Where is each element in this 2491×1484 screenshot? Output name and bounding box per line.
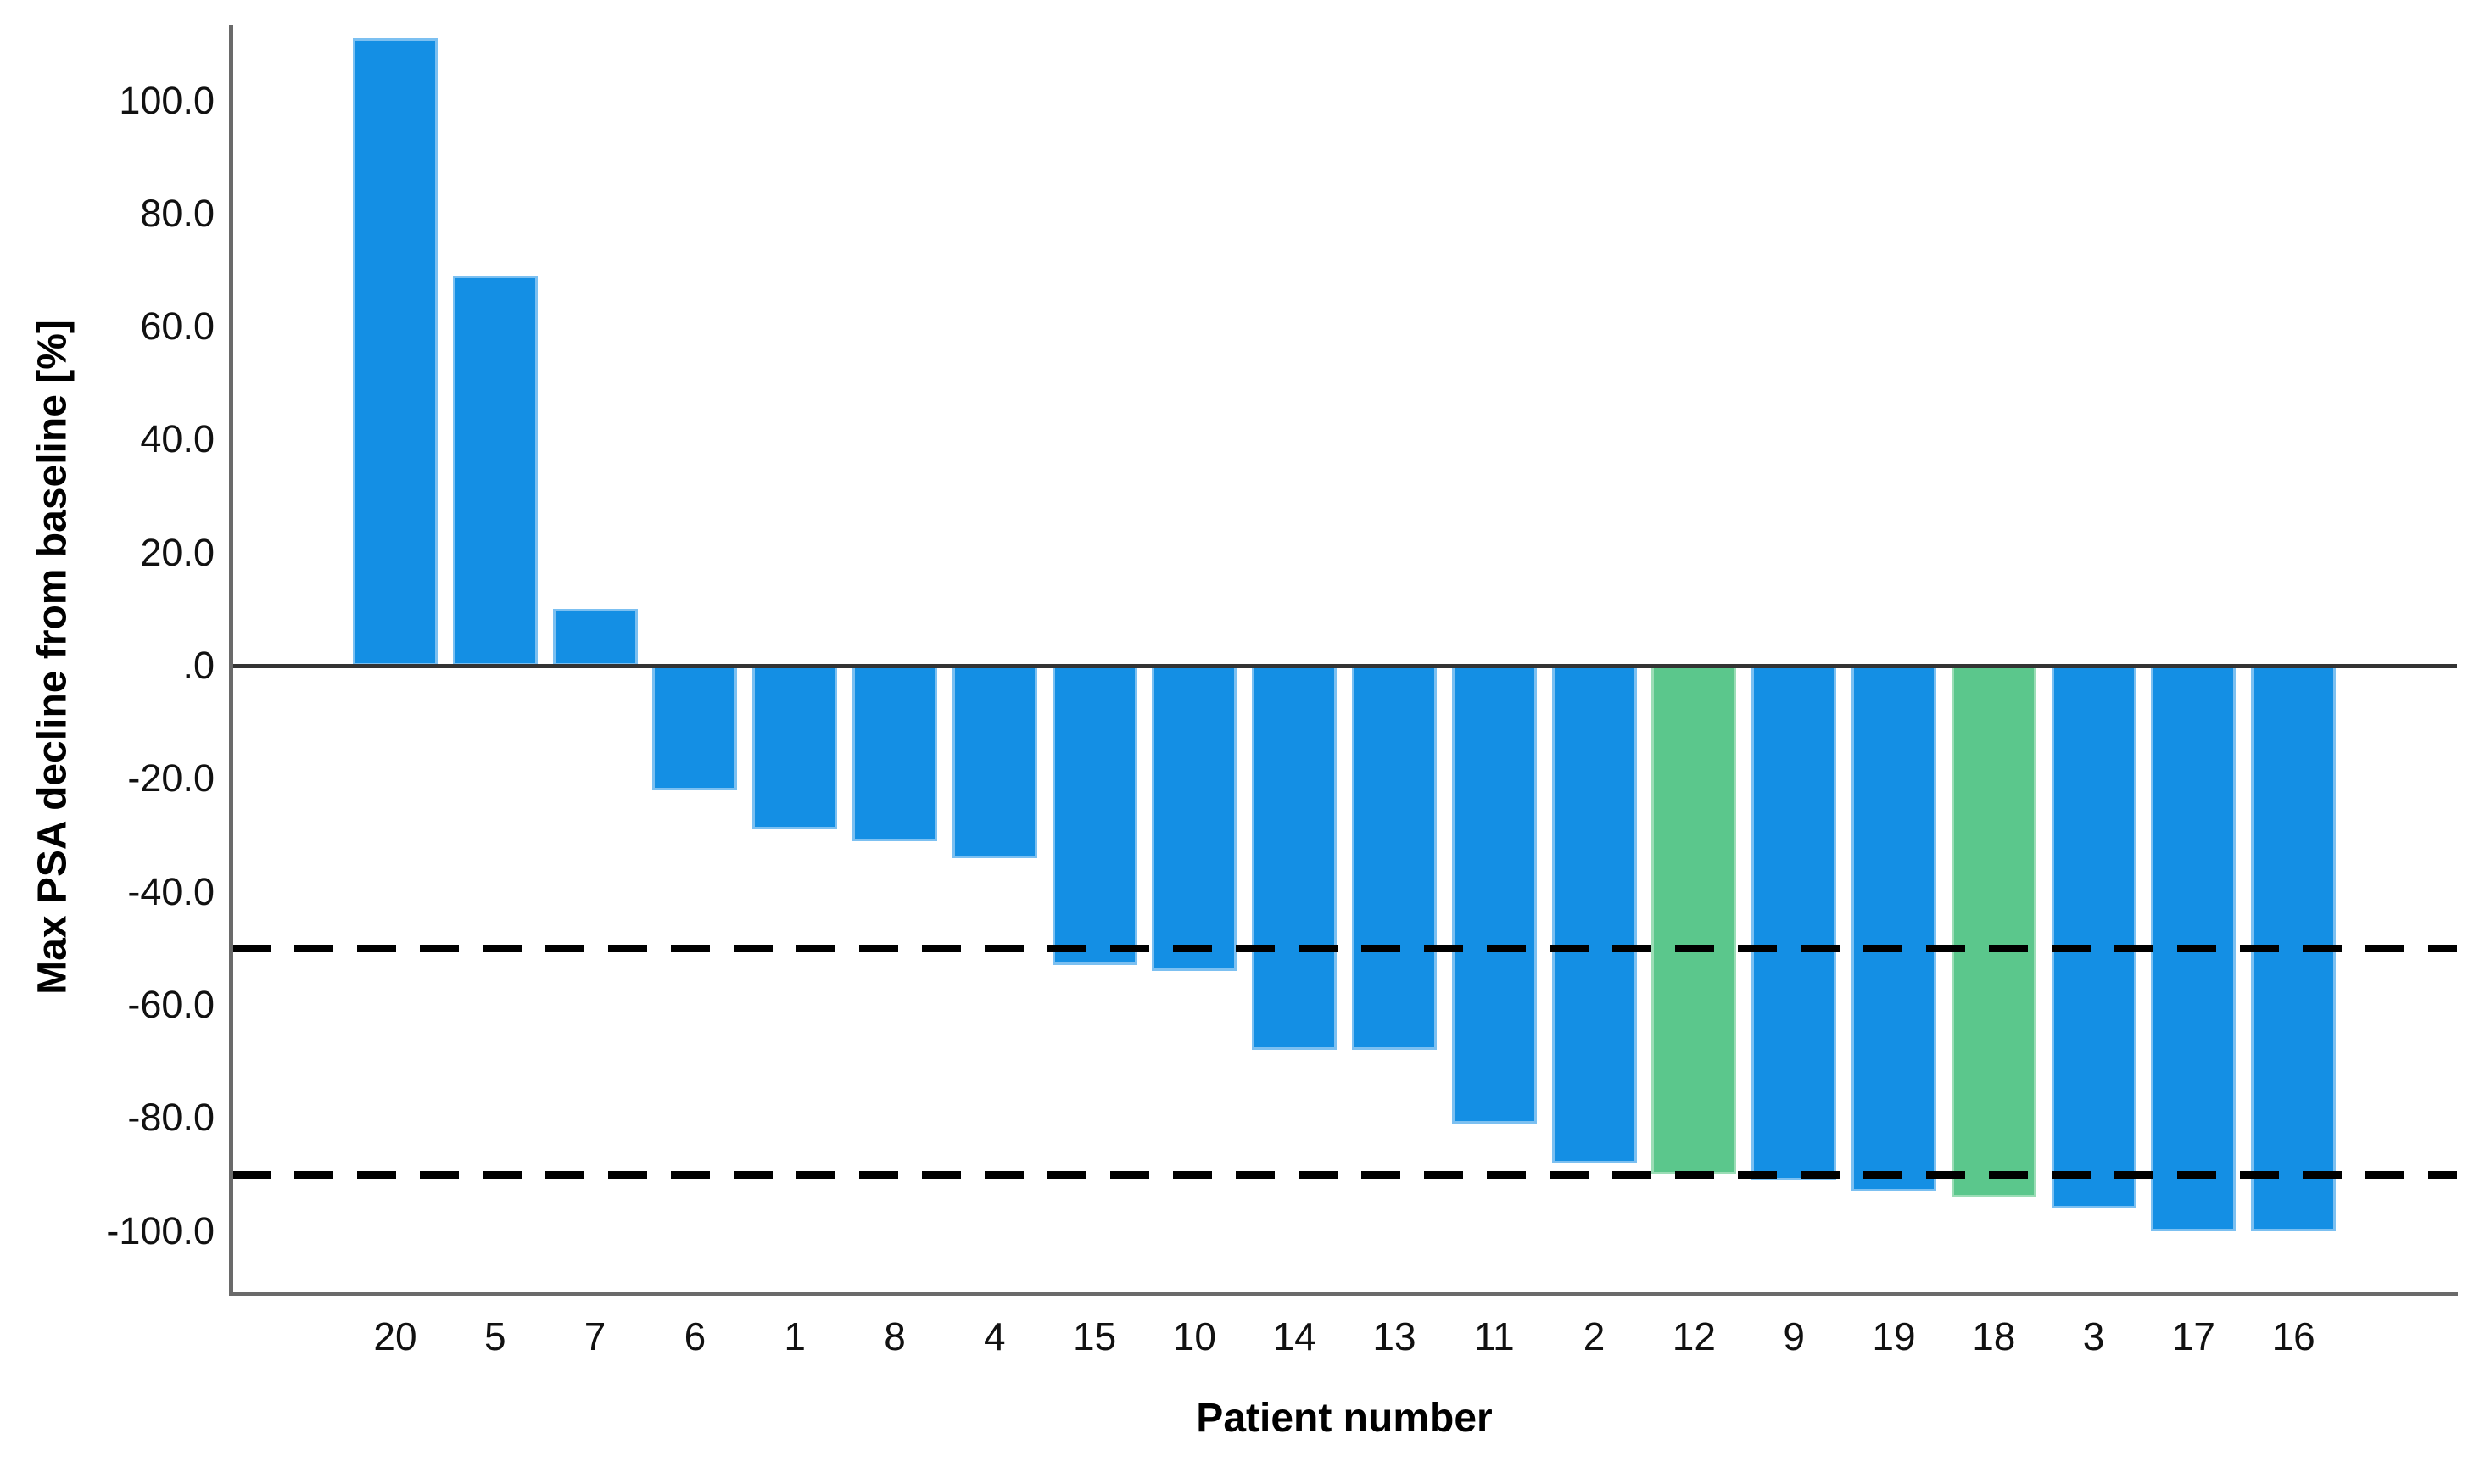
bar-patient-8	[852, 666, 937, 841]
y-tick-label: 20.0	[140, 530, 215, 574]
plot-area	[232, 25, 2457, 1293]
y-tick-label: 60.0	[140, 304, 215, 349]
y-axis-line	[229, 25, 233, 1296]
x-tick-label-patient-9: 9	[1783, 1314, 1805, 1358]
bar-patient-6	[652, 666, 738, 790]
bar-patient-1	[752, 666, 838, 830]
bar-patient-12	[1651, 666, 1737, 1174]
y-tick-label: -60.0	[127, 982, 215, 1026]
y-tick-label: -100.0	[106, 1208, 215, 1252]
y-tick-label: -80.0	[127, 1096, 215, 1140]
bar-patient-3	[2051, 666, 2136, 1208]
x-tick-label-patient-7: 7	[584, 1314, 606, 1358]
x-tick-label-patient-4: 4	[984, 1314, 1006, 1358]
x-tick-label-patient-19: 19	[1872, 1314, 1916, 1358]
bar-patient-10	[1152, 666, 1237, 971]
bar-patient-15	[1052, 666, 1137, 966]
x-tick-label-patient-11: 11	[1473, 1314, 1515, 1358]
y-tick-label: .0	[182, 644, 215, 687]
y-tick-label: -40.0	[127, 869, 215, 913]
x-tick-label-patient-18: 18	[1972, 1314, 2016, 1358]
x-tick-label-patient-16: 16	[2271, 1314, 2315, 1358]
x-tick-label-patient-20: 20	[373, 1314, 417, 1358]
x-tick-label-patient-3: 3	[2082, 1314, 2105, 1358]
x-tick-label-patient-15: 15	[1073, 1314, 1117, 1358]
y-tick-label: -20.0	[127, 756, 215, 801]
bar-patient-20	[353, 38, 438, 666]
x-axis-line	[229, 1292, 2458, 1296]
bar-patient-18	[1951, 666, 2036, 1197]
bar-patient-5	[452, 276, 538, 666]
x-tick-label-patient-2: 2	[1583, 1314, 1606, 1358]
bar-patient-2	[1551, 666, 1637, 1163]
x-axis-title: Patient number	[1196, 1396, 1493, 1441]
x-tick-label-patient-13: 13	[1372, 1314, 1416, 1358]
x-tick-label-patient-1: 1	[784, 1314, 806, 1358]
bar-patient-19	[1851, 666, 1936, 1191]
x-tick-label-patient-12: 12	[1672, 1314, 1716, 1358]
y-tick-label: 40.0	[140, 417, 215, 461]
bar-patient-13	[1352, 666, 1437, 1051]
x-tick-label-patient-5: 5	[484, 1314, 506, 1358]
y-tick-label: 80.0	[140, 191, 215, 235]
bar-patient-4	[952, 666, 1037, 858]
zero-baseline	[232, 664, 2457, 668]
x-tick-label-patient-8: 8	[884, 1314, 906, 1358]
reference-line--50	[232, 945, 2457, 953]
bar-patient-9	[1751, 666, 1837, 1180]
y-tick-label: 100.0	[119, 78, 215, 122]
x-tick-label-patient-10: 10	[1172, 1314, 1216, 1358]
x-tick-label-patient-14: 14	[1272, 1314, 1316, 1358]
reference-line--90	[232, 1170, 2457, 1179]
bar-patient-14	[1252, 666, 1338, 1051]
x-tick-label-patient-17: 17	[2171, 1314, 2215, 1358]
bar-patient-11	[1451, 666, 1537, 1124]
x-tick-label-patient-6: 6	[684, 1314, 707, 1358]
bar-patient-7	[552, 609, 638, 666]
